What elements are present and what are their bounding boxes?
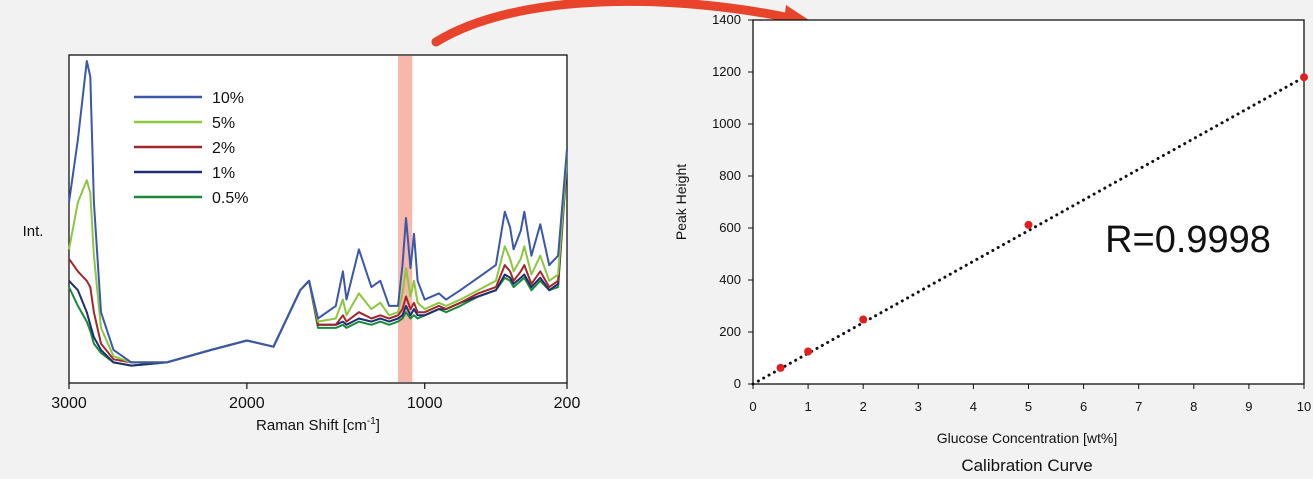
calibration-x-axis-label: Glucose Concentration [wt%] [937,430,1118,446]
calibration-x-tick-label-5: 5 [1025,399,1032,414]
calibration-y-axis: 0 200 400 600 800 1000 1200 1400 [712,12,753,391]
raman-spectra-chart: 3000 2000 1000 200 10% 5% 2% 1% 0.5% Int. Raman… [23,54,580,434]
raman-series-line-0 [68,60,568,364]
raman-x-axis-label-main: Raman Shift [cm [256,417,367,434]
calibration-x-tick-label-8: 8 [1190,399,1197,414]
calibration-title: Calibration Curve [961,456,1092,475]
calibration-x-tick-label-3: 3 [915,399,922,414]
raman-legend-label-1: 5% [212,115,235,132]
calibration-points [776,73,1308,372]
raman-legend-label-2: 2% [212,140,235,157]
calibration-y-tick-label-6: 1200 [712,64,741,79]
calibration-point-2 [859,315,868,324]
connector-arrow-path [431,0,795,47]
calibration-y-tick-label-3: 600 [719,220,741,235]
calibration-point-1 [804,347,813,356]
calibration-annotation: R=0.9998 [1105,219,1271,261]
raman-x-axis-label-suffix: ] [376,417,380,434]
calibration-trendline-line [751,75,1306,386]
calibration-y-tick-label-4: 800 [719,168,741,183]
calibration-x-tick-label-4: 4 [970,399,977,414]
calibration-x-tick-label-6: 6 [1080,399,1087,414]
calibration-x-tick-label-7: 7 [1135,399,1142,414]
raman-x-axis: 3000 2000 1000 200 [51,383,580,412]
calibration-x-tick-label-2: 2 [860,399,867,414]
raman-x-tick-label-3: 200 [554,395,581,412]
raman-legend-label-0: 10% [212,90,244,107]
raman-x-tick-label-1: 2000 [229,395,265,412]
calibration-y-tick-label-5: 1000 [712,116,741,131]
calibration-x-axis: 0 1 2 3 4 5 6 7 8 9 10 [749,384,1311,414]
raman-legend-label-3: 1% [212,165,235,182]
raman-plot-area [68,54,568,384]
calibration-x-tick-label-9: 9 [1245,399,1252,414]
raman-y-axis-label: Int. [23,223,44,240]
calibration-point-4 [1300,73,1308,82]
raman-series-line-3 [68,158,568,367]
raman-legend-label-4: 0.5% [212,190,248,207]
raman-series-lines [68,60,568,367]
calibration-y-axis-label: Peak Height [673,164,689,240]
calibration-y-tick-label-7: 1400 [712,12,741,27]
raman-x-tick-label-2: 1000 [407,395,443,412]
calibration-y-tick-label-1: 200 [719,324,741,339]
calibration-trendline [751,75,1306,386]
calibration-y-tick-label-0: 0 [734,376,741,391]
raman-x-tick-label-0: 3000 [51,395,87,412]
calibration-x-tick-label-10: 10 [1297,399,1311,414]
calibration-plot-area [752,19,1305,385]
calibration-curve-chart: 0 200 400 600 800 1000 1200 1400 0 1 2 3 4 5 6 7 8 9 10 R… [673,12,1311,475]
raman-x-axis-label-sup: -1 [367,416,376,427]
calibration-x-tick-label-0: 0 [749,399,756,414]
calibration-point-3 [1024,220,1033,229]
calibration-point-0 [776,363,785,372]
raman-x-axis-label: Raman Shift [cm-1] [256,416,380,434]
calibration-x-tick-label-1: 1 [804,399,811,414]
raman-legend: 10% 5% 2% 1% 0.5% [134,90,248,207]
calibration-y-tick-label-2: 400 [719,272,741,287]
